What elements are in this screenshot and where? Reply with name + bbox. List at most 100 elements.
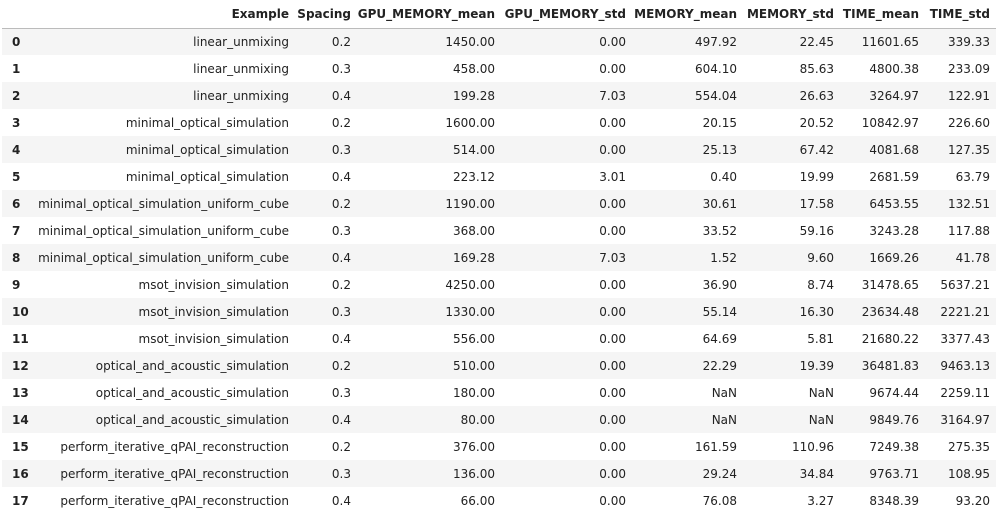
table-cell: 1450.00: [445, 34, 495, 49]
table-cell: 55.14: [702, 304, 737, 319]
row-index: 1: [12, 61, 21, 76]
table-cell: 41.78: [955, 250, 990, 265]
table-cell: 31478.65: [861, 277, 919, 292]
table-cell: 5.81: [807, 331, 834, 346]
table-cell: 0.4: [331, 88, 351, 103]
table-cell: 0.3: [331, 385, 351, 400]
table-row: 12 optical_and_acoustic_simulation 0.2 510.…: [2, 352, 996, 379]
row-index: 14: [12, 412, 29, 427]
row-index: 7: [12, 223, 21, 238]
table-cell: 110.96: [792, 439, 834, 454]
table-cell: 30.61: [702, 196, 737, 211]
table-cell: 368.00: [453, 223, 495, 238]
table-cell: 0.3: [331, 304, 351, 319]
table-cell: 117.88: [948, 223, 990, 238]
header-row: Example Spacing GPU_MEMORY_mean GPU_MEMORY_…: [2, 0, 996, 29]
table-cell: 63.79: [955, 169, 990, 184]
table-header: Example Spacing GPU_MEMORY_mean GPU_MEMORY_…: [2, 0, 996, 29]
table-cell: 3164.97: [940, 412, 990, 427]
table-cell: 26.63: [799, 88, 834, 103]
table-cell: msot_invision_simulation: [138, 277, 289, 292]
table-cell: 127.35: [948, 142, 990, 157]
table-cell: 7.03: [599, 250, 626, 265]
table-cell: 2221.21: [940, 304, 990, 319]
table-cell: 22.29: [702, 358, 737, 373]
table-cell: 2259.11: [940, 385, 990, 400]
table-cell: optical_and_acoustic_simulation: [95, 385, 289, 400]
table-row: 11 msot_invision_simulation 0.4 556.00 0.00 6…: [2, 325, 996, 352]
row-index: 12: [12, 358, 29, 373]
table-cell: 7249.38: [869, 439, 919, 454]
table-cell: 67.42: [799, 142, 834, 157]
table-cell: optical_and_acoustic_simulation: [95, 412, 289, 427]
table-cell: minimal_optical_simulation_uniform_cube: [38, 223, 289, 238]
table-cell: 16.30: [799, 304, 834, 319]
table-cell: minimal_optical_simulation_uniform_cube: [38, 250, 289, 265]
table-cell: 0.00: [599, 493, 626, 508]
table-cell: minimal_optical_simulation: [125, 142, 289, 157]
row-index: 10: [12, 304, 29, 319]
table-cell: 604.10: [695, 61, 737, 76]
table-cell: 17.58: [799, 196, 834, 211]
table-cell: 0.4: [331, 412, 351, 427]
table-cell: 3377.43: [940, 331, 990, 346]
table-cell: 1669.26: [869, 250, 919, 265]
table-cell: 1600.00: [445, 115, 495, 130]
table-cell: 0.4: [331, 169, 351, 184]
table-cell: 0.2: [331, 34, 351, 49]
table-row: 6 minimal_optical_simulation_uniform_cube…: [2, 190, 996, 217]
table-cell: 3.27: [807, 493, 834, 508]
table-cell: 20.52: [799, 115, 834, 130]
row-index: 5: [12, 169, 21, 184]
table-cell: 76.08: [702, 493, 737, 508]
table-cell: 23634.48: [861, 304, 919, 319]
table-cell: 33.52: [702, 223, 737, 238]
table-cell: 132.51: [948, 196, 990, 211]
table-cell: 0.4: [331, 493, 351, 508]
table-cell: 0.2: [331, 277, 351, 292]
table-cell: 0.4: [331, 331, 351, 346]
table-cell: 8.74: [807, 277, 834, 292]
table-cell: 25.13: [702, 142, 737, 157]
table-cell: 85.63: [799, 61, 834, 76]
table-cell: 0.00: [599, 331, 626, 346]
table-cell: 122.91: [948, 88, 990, 103]
row-index: 6: [12, 196, 21, 211]
row-index: 17: [12, 493, 29, 508]
table-cell: minimal_optical_simulation: [125, 169, 289, 184]
table-cell: 233.09: [948, 61, 990, 76]
table-cell: optical_and_acoustic_simulation: [95, 358, 289, 373]
table-cell: 0.2: [331, 196, 351, 211]
table-cell: 0.3: [331, 466, 351, 481]
row-index: 2: [12, 88, 21, 103]
column-header: Example: [32, 0, 295, 29]
table-cell: 9.60: [807, 250, 834, 265]
table-cell: NaN: [808, 412, 834, 427]
table-cell: 22.45: [799, 34, 834, 49]
table-cell: 1330.00: [445, 304, 495, 319]
table-cell: 0.00: [599, 196, 626, 211]
table-cell: 0.2: [331, 439, 351, 454]
table-cell: 0.4: [331, 250, 351, 265]
table-cell: 169.28: [453, 250, 495, 265]
table-row: 14 optical_and_acoustic_simulation 0.4 80.0…: [2, 406, 996, 433]
row-index: 0: [12, 34, 21, 49]
table-cell: 226.60: [948, 115, 990, 130]
row-index: 9: [12, 277, 21, 292]
table-cell: linear_unmixing: [193, 88, 289, 103]
table-row: 2 linear_unmixing 0.4 199.28 7.03 554.04 26.63…: [2, 82, 996, 109]
column-header: TIME_std: [925, 0, 996, 29]
column-header: TIME_mean: [840, 0, 925, 29]
column-header: Spacing: [295, 0, 357, 29]
table-row: 15 perform_iterative_qPAI_reconstruction 0…: [2, 433, 996, 460]
table-cell: msot_invision_simulation: [138, 331, 289, 346]
table-cell: 0.00: [599, 412, 626, 427]
table-cell: 556.00: [453, 331, 495, 346]
table-cell: 20.15: [702, 115, 737, 130]
table-cell: 4800.38: [869, 61, 919, 76]
table-cell: 9763.71: [869, 466, 919, 481]
column-header: MEMORY_std: [743, 0, 840, 29]
table-body: 0 linear_unmixing 0.2 1450.00 0.00 497.92 22.4…: [2, 28, 996, 514]
